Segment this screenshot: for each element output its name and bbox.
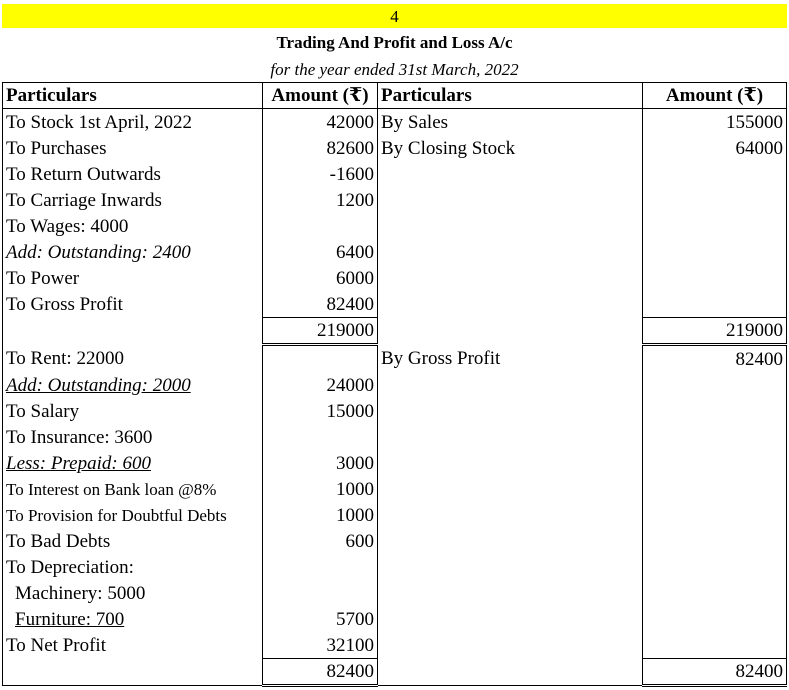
table-row: To Carriage Inwards 1200	[2, 187, 787, 213]
header-row: Particulars Amount (₹) Particulars Amoun…	[2, 82, 787, 109]
ledger-table: Particulars Amount (₹) Particulars Amoun…	[2, 82, 787, 687]
trading-total-row: 219000 219000	[2, 317, 787, 346]
pl-total-left: 82400	[262, 658, 378, 687]
debit-amount: 1200	[262, 187, 378, 213]
debit-amount	[262, 580, 378, 606]
debit-amount: 32100	[262, 632, 378, 659]
table-row: Machinery: 5000	[2, 580, 787, 606]
credit-label: By Gross Profit	[377, 344, 643, 372]
debit-amount	[262, 344, 378, 372]
header-particulars-right: Particulars	[377, 82, 643, 109]
table-row: Less: Prepaid: 600 3000	[2, 450, 787, 476]
trading-total-right: 219000	[642, 317, 787, 346]
debit-amount: 1000	[262, 476, 378, 502]
debit-label: Furniture: 700	[2, 606, 263, 632]
debit-label: Add: Outstanding: 2400	[2, 239, 263, 265]
debit-label: To Insurance: 3600	[2, 424, 263, 450]
table-row: To Purchases 82600 By Closing Stock 6400…	[2, 135, 787, 161]
debit-amount	[262, 213, 378, 239]
debit-label: Machinery: 5000	[2, 580, 263, 606]
table-row: Add: Outstanding: 2400 6400	[2, 239, 787, 265]
debit-label: To Bad Debts	[2, 528, 263, 554]
debit-amount: 15000	[262, 398, 378, 424]
pl-total-right: 82400	[642, 658, 787, 687]
debit-label: Add: Outstanding: 2000	[2, 372, 263, 398]
credit-amount: 82400	[642, 344, 787, 372]
header-amount-left: Amount (₹)	[262, 82, 378, 109]
pl-total-row: 82400 82400	[2, 658, 787, 687]
table-row: To Salary 15000	[2, 398, 787, 424]
header-amount-right: Amount (₹)	[642, 82, 787, 109]
debit-label: To Net Profit	[2, 632, 263, 659]
debit-label: To Rent: 22000	[2, 344, 263, 372]
table-row: To Interest on Bank loan @8% 1000	[2, 476, 787, 502]
table-row: To Insurance: 3600	[2, 424, 787, 450]
account-period: for the year ended 31st March, 2022	[270, 60, 519, 79]
debit-label: Less: Prepaid: 600	[2, 450, 263, 476]
debit-label: To Stock 1st April, 2022	[2, 108, 263, 135]
credit-amount: 155000	[642, 108, 787, 135]
debit-label: To Gross Profit	[2, 291, 263, 318]
account-title: Trading And Profit and Loss A/c	[276, 33, 513, 52]
debit-amount: 600	[262, 528, 378, 554]
debit-amount: 6000	[262, 265, 378, 291]
debit-amount: 82600	[262, 135, 378, 161]
table-row: To Rent: 22000 By Gross Profit 82400	[2, 344, 787, 372]
table-row: To Net Profit 32100	[2, 632, 787, 659]
debit-amount: 42000	[262, 108, 378, 135]
debit-label: To Return Outwards	[2, 161, 263, 187]
debit-amount: -1600	[262, 161, 378, 187]
sheet-number-bar: 4	[2, 4, 787, 28]
credit-label: By Closing Stock	[377, 135, 643, 161]
sheet-number: 4	[390, 7, 399, 26]
debit-label: To Wages: 4000	[2, 213, 263, 239]
table-row: To Return Outwards -1600	[2, 161, 787, 187]
table-row: To Depreciation:	[2, 554, 787, 580]
credit-label: By Sales	[377, 108, 643, 135]
debit-label: To Provision for Doubtful Debts	[2, 502, 263, 528]
table-row: To Wages: 4000	[2, 213, 787, 239]
debit-amount: 3000	[262, 450, 378, 476]
debit-amount: 1000	[262, 502, 378, 528]
trading-total-left: 219000	[262, 317, 378, 346]
table-row: To Power 6000	[2, 265, 787, 291]
table-row: To Gross Profit 82400	[2, 291, 787, 318]
debit-amount	[262, 424, 378, 450]
table-row: To Stock 1st April, 2022 42000 By Sales …	[2, 108, 787, 135]
debit-amount: 6400	[262, 239, 378, 265]
debit-label: To Depreciation:	[2, 554, 263, 580]
debit-amount: 5700	[262, 606, 378, 632]
credit-amount: 64000	[642, 135, 787, 161]
table-row: Furniture: 700 5700	[2, 606, 787, 632]
table-row: To Bad Debts 600	[2, 528, 787, 554]
debit-amount	[262, 554, 378, 580]
debit-amount: 82400	[262, 291, 378, 318]
debit-label: To Carriage Inwards	[2, 187, 263, 213]
debit-label: To Purchases	[2, 135, 263, 161]
debit-label: To Power	[2, 265, 263, 291]
table-row: To Provision for Doubtful Debts 1000	[2, 502, 787, 528]
debit-label: To Salary	[2, 398, 263, 424]
debit-amount: 24000	[262, 372, 378, 398]
header-particulars-left: Particulars	[2, 82, 263, 109]
debit-label: To Interest on Bank loan @8%	[2, 476, 263, 502]
table-row: Add: Outstanding: 2000 24000	[2, 372, 787, 398]
